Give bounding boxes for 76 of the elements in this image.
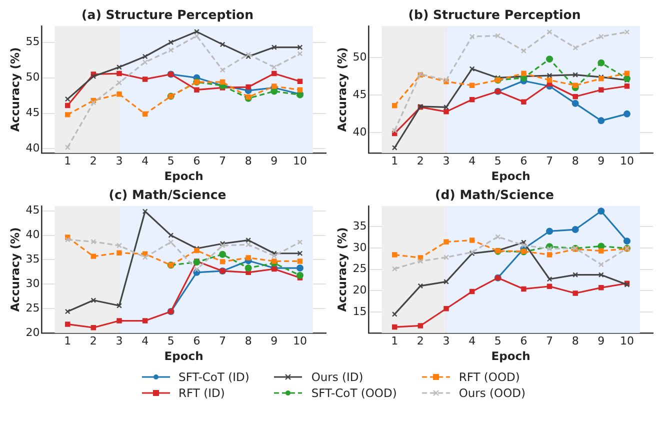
x-tick-label: 3 (442, 154, 450, 168)
chart-title: (c) Math/Science (108, 186, 226, 202)
x-axis-title: Epoch (164, 349, 204, 364)
legend-label: SFT-CoT (OOD) (311, 386, 397, 400)
y-tick-label: 40 (352, 126, 367, 139)
y-tick-label: 30 (26, 277, 40, 290)
y-axis-title: Accuracy (%) (334, 47, 349, 132)
chart-title: (b) Structure Perception (408, 6, 581, 22)
legend-label: Ours (OOD) (458, 386, 526, 400)
x-tick-label: 1 (64, 154, 72, 168)
x-tick-label: 9 (598, 154, 605, 168)
x-tick-label: 8 (572, 334, 579, 348)
y-tick-label: 45 (26, 204, 40, 217)
x-tick-label: 2 (90, 154, 97, 168)
x-tick-label: 9 (270, 154, 278, 168)
y-tick-label: 15 (352, 304, 367, 318)
legend-label: Ours (ID) (311, 370, 364, 384)
chart-title: (d) Math/Science (434, 186, 554, 202)
x-tick-label: 9 (270, 334, 278, 348)
x-tick-label: 4 (142, 154, 149, 168)
x-tick-label: 10 (620, 334, 634, 348)
x-tick-label: 2 (416, 154, 424, 168)
x-tick-label: 2 (416, 334, 424, 348)
x-tick-label: 5 (494, 154, 502, 168)
x-tick-label: 6 (520, 154, 528, 168)
x-tick-label: 5 (494, 334, 502, 348)
x-tick-label: 3 (116, 154, 123, 168)
y-axis-title: Accuracy (%) (8, 47, 22, 132)
x-tick-label: 10 (620, 154, 634, 168)
x-tick-label: 7 (219, 154, 226, 168)
y-tick-label: 20 (26, 326, 40, 339)
x-tick-label: 3 (442, 334, 450, 348)
x-tick-label: 4 (468, 334, 476, 348)
y-tick-label: 50 (352, 50, 367, 64)
x-tick-label: 5 (167, 154, 174, 168)
x-tick-label: 1 (64, 334, 72, 348)
x-tick-label: 7 (546, 334, 554, 348)
x-tick-label: 6 (193, 154, 200, 168)
y-tick-label: 35 (352, 219, 367, 232)
x-tick-label: 10 (292, 154, 307, 168)
x-tick-label: 2 (90, 334, 97, 348)
x-tick-label: 8 (244, 154, 252, 168)
y-tick-label: 45 (26, 106, 40, 120)
legend-label: RFT (ID) (178, 386, 225, 400)
x-axis-title: Epoch (491, 169, 530, 184)
x-axis-title: Epoch (164, 169, 204, 184)
y-axis-title: Accuracy (%) (334, 227, 349, 312)
x-tick-label: 1 (391, 154, 398, 168)
y-tick-label: 30 (352, 240, 367, 254)
y-tick-label: 40 (26, 142, 40, 155)
x-tick-label: 5 (167, 334, 174, 348)
chart-title: (a) Structure Perception (82, 6, 254, 22)
y-tick-label: 45 (352, 88, 367, 101)
y-axis-title: Accuracy (%) (8, 227, 22, 312)
legend-label: SFT-CoT (ID) (178, 370, 250, 384)
y-tick-label: 40 (26, 228, 40, 242)
y-tick-label: 25 (352, 262, 367, 276)
x-tick-label: 4 (468, 154, 476, 168)
x-tick-label: 10 (292, 334, 307, 348)
y-tick-label: 20 (352, 284, 367, 297)
x-axis-title: Epoch (491, 349, 530, 364)
x-tick-label: 1 (391, 334, 398, 348)
y-tick-label: 35 (26, 252, 40, 266)
x-tick-label: 4 (142, 334, 149, 348)
x-tick-label: 6 (520, 334, 528, 348)
y-tick-label: 50 (26, 70, 40, 84)
y-tick-label: 55 (26, 35, 40, 48)
x-tick-label: 8 (572, 154, 579, 168)
x-tick-label: 7 (546, 154, 554, 168)
x-tick-label: 6 (193, 334, 200, 348)
x-tick-label: 8 (244, 334, 252, 348)
x-tick-label: 9 (598, 334, 605, 348)
legend-label: RFT (OOD) (458, 370, 520, 384)
x-tick-label: 7 (219, 334, 226, 348)
x-tick-label: 3 (116, 334, 123, 348)
y-tick-label: 25 (26, 301, 40, 314)
